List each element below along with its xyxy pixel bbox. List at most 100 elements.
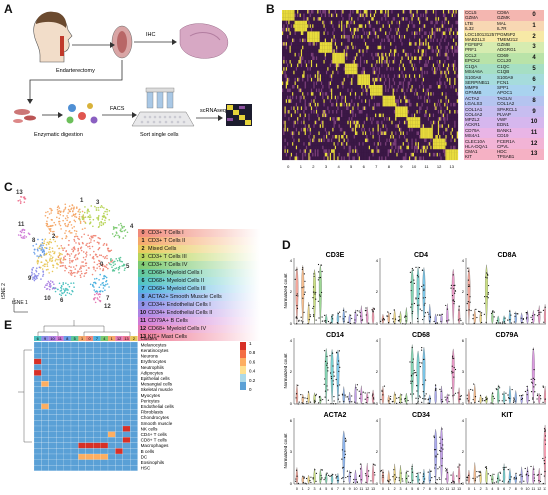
heatmap-b-cell [339,124,342,128]
heatmap-b-cell [378,35,381,39]
heatmap-b-cell [393,102,396,107]
heatmap-b-cell [342,88,344,93]
heatmap-b-cell [455,120,457,125]
heatmap-b-cell [451,81,454,86]
heatmap-b-cell [425,42,427,46]
heatmap-b-cell [403,56,406,61]
heatmap-b-cell [414,127,416,132]
heatmap-b-cell [364,77,367,82]
heatmap-b-cell [363,31,366,36]
heatmap-b-cell [354,102,357,107]
heatmap-b-cell [338,35,340,39]
heatmap-b-cell [307,81,309,86]
heatmap-b-cell [341,131,343,136]
heatmap-b-cell [434,52,436,57]
heatmap-b-cell [298,131,300,136]
heatmap-b-cell [333,88,335,93]
heatmap-b-cell [329,45,332,50]
heatmap-b-cell [383,102,386,107]
heatmap-b-cell [324,74,327,78]
heatmap-b-cell [370,42,372,46]
heatmap-b-cell [367,49,369,53]
heatmap-b-cell [370,52,372,57]
heatmap-b-cell [456,63,459,68]
heatmap-b-cell [449,38,451,43]
heatmap-b-cell [327,70,329,75]
heatmap-b-cell [294,74,296,78]
heatmap-b-cell [420,92,422,96]
heatmap-b-cell [432,35,435,39]
heatmap-b-cell [380,42,382,46]
heatmap-b-cell [377,49,379,53]
heatmap-b-cell [303,135,305,139]
heatmap-b-cell [297,95,299,100]
heatmap-b-cell [396,42,398,46]
heatmap-b-cell [416,24,418,28]
heatmap-b-cell [388,56,391,61]
heatmap-b-cell [353,113,356,118]
heatmap-b-cell [455,20,457,25]
heatmap-b-cell [303,120,305,125]
heatmap-b-cell [385,85,387,89]
heatmap-b-cell [447,77,450,82]
heatmap-b-cell [429,135,431,139]
heatmap-b-cell [292,60,294,64]
heatmap-b-cell [450,117,452,121]
heatmap-b-cell [373,99,376,103]
heatmap-b-cell [396,45,398,50]
heatmap-b-cell [308,49,310,53]
heatmap-b-cell [441,20,444,25]
heatmap-b-cell [372,35,374,39]
heatmap-b-cell [357,52,359,57]
heatmap-b-cell [387,24,389,28]
heatmap-b-cell [452,110,455,114]
heatmap-b-cell [299,81,301,86]
heatmap-b-cell [445,95,447,100]
heatmap-b-cell [326,131,328,136]
heatmap-b-cell [371,95,373,100]
heatmap-b-cell [328,42,330,46]
heatmap-b-cell [420,56,422,61]
heatmap-b-cell [385,95,387,100]
heatmap-b-cell [302,27,304,32]
heatmap-b-cell [454,31,456,36]
heatmap-b-cell [396,63,398,68]
heatmap-b-cell [364,131,367,136]
heatmap-b-cell [405,63,407,68]
heatmap-b-cell [366,117,368,121]
heatmap-b-cell [324,20,327,25]
heatmap-b-cell [416,88,418,93]
heatmap-b-cell [329,77,332,82]
heatmap-b-cell [359,38,362,43]
heatmap-b-cell [383,124,386,128]
heatmap-b-cell [439,13,441,18]
heatmap-b-cell [313,85,315,89]
heatmap-b-cell [456,110,459,114]
heatmap-b-cell [343,102,345,107]
heatmap-b-cell [348,99,350,103]
heatmap-b-cell [367,85,369,89]
heatmap-b-cell [454,42,456,46]
heatmap-b-cell [388,10,391,14]
heatmap-b-cell [290,17,293,21]
heatmap-b-cell [300,38,303,43]
heatmap-b-cell [431,38,433,43]
heatmap-b-cell [315,99,318,103]
heatmap-b-cell [354,81,357,86]
heatmap-b-cell [294,31,296,36]
heatmap-b-cell [442,31,445,36]
heatmap-b-cell [435,70,437,75]
heatmap-b-cell [299,45,301,50]
heatmap-b-cell [305,52,308,57]
heatmap-b-cell [327,106,329,111]
heatmap-b-cell [347,70,349,75]
heatmap-b-cell [361,13,363,18]
heatmap-b-cell [376,56,378,61]
heatmap-b-cell [455,124,457,128]
heatmap-b-cell [426,135,428,139]
heatmap-b-cell [429,35,431,39]
heatmap-b-cell [388,70,391,75]
heatmap-b-cell [354,10,357,14]
heatmap-b-cell [377,117,379,121]
heatmap-b-cell [377,24,379,28]
